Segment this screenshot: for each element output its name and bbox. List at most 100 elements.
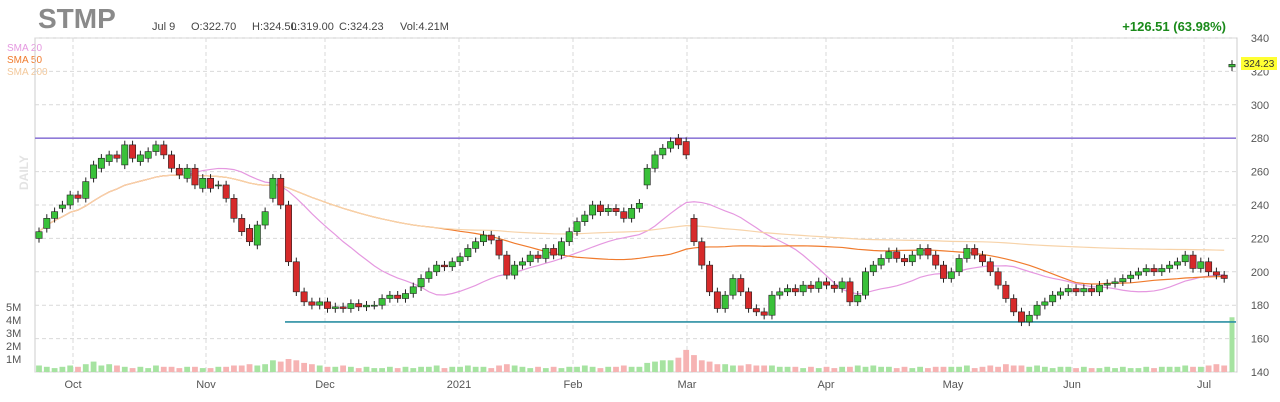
volume-bar (176, 368, 183, 372)
volume-bar (51, 368, 58, 372)
candle-body (713, 291, 721, 309)
candle (433, 260, 441, 276)
volume-bar (114, 365, 120, 372)
volume-bar (75, 366, 81, 372)
volume-bar (691, 355, 697, 372)
volume-bar (925, 368, 931, 372)
candle-body (1197, 261, 1205, 269)
candle (1064, 284, 1072, 297)
volume-bar (878, 366, 885, 372)
candle-body (518, 261, 526, 266)
candle-body (581, 214, 589, 223)
volume-bar (43, 366, 50, 372)
candle-body (869, 264, 877, 273)
volume-bar (106, 364, 113, 372)
candle-body (1088, 288, 1096, 293)
candle (643, 164, 651, 190)
candle (768, 291, 776, 320)
candle-body (74, 194, 82, 199)
y-tick-label: 340 (1251, 33, 1269, 45)
candle-body (261, 211, 269, 226)
candle (916, 244, 924, 260)
volume-bar (574, 366, 580, 372)
volume-bar (121, 366, 128, 372)
candle (518, 257, 526, 270)
volume-bar (893, 368, 900, 372)
volume-bar (472, 366, 479, 372)
volume-bar (36, 365, 42, 372)
y-tick-label: 260 (1251, 167, 1269, 179)
volume-bar (597, 368, 604, 372)
candle-body (682, 141, 690, 156)
volume-bar (347, 366, 354, 372)
candle-body (745, 291, 753, 309)
candle-body (604, 208, 612, 212)
candle-body (1119, 278, 1127, 283)
volume-tick-label: 3M (6, 328, 21, 340)
candle-body (129, 144, 137, 159)
candle (737, 274, 745, 297)
legend-sma-50: SMA 50 (7, 55, 42, 66)
volume-bar (503, 364, 510, 372)
candle (370, 301, 378, 310)
volume-bar (1002, 364, 1009, 372)
candle-body (1025, 314, 1033, 323)
candle (908, 250, 916, 266)
volume-bar (1096, 368, 1103, 372)
candle-body (409, 286, 417, 294)
volume-bar (854, 365, 861, 372)
volume-bar (301, 362, 308, 372)
candle (1049, 291, 1057, 307)
candle (207, 174, 214, 193)
candle (1134, 267, 1142, 280)
candle (1002, 280, 1010, 303)
candle-body (58, 204, 66, 209)
volume-bar (1018, 365, 1025, 372)
candle-body (183, 167, 191, 179)
candle-body (207, 177, 214, 189)
candle (339, 302, 347, 313)
candle-body (799, 284, 807, 293)
candle (448, 257, 456, 271)
candle (698, 237, 706, 270)
volume-bar (457, 366, 463, 372)
volume-bar (1112, 368, 1118, 372)
candle (823, 277, 830, 290)
header-change: +126.51 (63.98%) (1122, 19, 1226, 34)
volume-bar (98, 365, 105, 372)
candle-body (690, 218, 698, 243)
volume-bar (683, 349, 690, 372)
candle-body (651, 154, 659, 169)
candle (105, 150, 113, 166)
volume-bar (698, 360, 705, 372)
candle-body (331, 306, 339, 309)
candle (1095, 280, 1103, 297)
candle-body (893, 251, 901, 259)
volume-bar (1174, 366, 1181, 372)
volume-bar (433, 365, 440, 372)
candle-body (908, 254, 916, 263)
volume-bar (667, 360, 674, 372)
y-tick-label: 280 (1251, 133, 1269, 145)
volume-bar (722, 364, 729, 372)
candle-body (557, 241, 565, 256)
candle (682, 137, 690, 160)
candle (1212, 267, 1220, 280)
volume-bar (371, 368, 378, 372)
candle (168, 150, 176, 173)
volume-bar (1197, 366, 1204, 372)
volume-bar (535, 366, 541, 372)
candle-body (433, 264, 441, 273)
candle-body (253, 224, 261, 246)
candle-body (1166, 264, 1174, 269)
candle-body (1064, 288, 1072, 293)
volume-bar (129, 368, 136, 372)
candle (612, 204, 620, 216)
candle-body (729, 278, 737, 296)
x-tick-label: Dec (315, 379, 335, 391)
candle-body (877, 258, 885, 266)
candle (869, 260, 877, 276)
candle (752, 304, 760, 317)
last-price-badge-bg (1241, 57, 1277, 70)
candle-body (105, 154, 113, 162)
